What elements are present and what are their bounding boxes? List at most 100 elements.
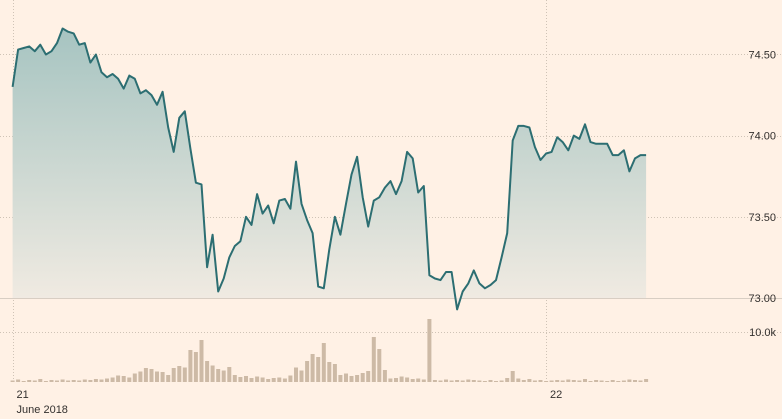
volume-bar (399, 376, 404, 382)
x-tick-label: 22 (550, 389, 562, 401)
volume-bar (238, 377, 243, 382)
volume-bar (499, 380, 504, 382)
volume-bar (294, 367, 298, 382)
x-tick-label: 21 (17, 389, 29, 401)
volume-bar (583, 379, 587, 382)
volume-bar (488, 380, 493, 382)
volume-bar (544, 381, 549, 382)
volume-bar (277, 377, 282, 382)
volume-bar (438, 380, 443, 382)
volume-bar (149, 369, 154, 382)
volume-bar (555, 380, 560, 382)
volume-bar (188, 350, 193, 382)
volume-bar (432, 380, 437, 382)
volume-bar (427, 319, 432, 382)
volume-bar (160, 372, 165, 382)
volume-bar (560, 380, 565, 382)
volume-bar (571, 380, 576, 382)
volume-bar (49, 380, 54, 382)
volume-bar (416, 378, 421, 382)
volume-bar (260, 377, 265, 382)
volume-bar (193, 352, 198, 382)
volume-bar (310, 354, 315, 382)
volume-bar (610, 380, 615, 382)
volume-bar (227, 367, 232, 382)
volume-bar (244, 376, 248, 382)
volume-bar (199, 340, 204, 382)
volume-bar (110, 377, 115, 382)
volume-bar (27, 380, 32, 382)
volume-bar (93, 379, 98, 382)
volume-bar (205, 361, 210, 382)
volume-bar (271, 378, 276, 382)
volume-bar (577, 380, 582, 382)
volume-bar (388, 378, 393, 382)
volume-bar (60, 379, 65, 382)
volume-bar (394, 378, 398, 382)
volume-bar (594, 380, 599, 382)
volume-bar (477, 380, 482, 382)
volume-bar (216, 369, 221, 382)
volume-bar (155, 371, 159, 382)
volume-bar (16, 379, 21, 382)
volume-bar (138, 371, 143, 382)
volume-bar (121, 376, 126, 382)
volume-bar (249, 378, 254, 382)
volume-bar (21, 381, 26, 382)
volume-bar (266, 379, 271, 382)
price-tick-label: 73.50 (748, 212, 776, 224)
volume-bar (344, 373, 348, 382)
volume-bar (382, 370, 387, 382)
price-tick-label: 73.00 (748, 293, 776, 305)
volume-bar (143, 368, 148, 382)
volume-bar (316, 357, 321, 382)
volume-bar (366, 371, 371, 382)
volume-bar (521, 380, 526, 382)
volume-bar (616, 381, 621, 382)
volume-bar (410, 379, 415, 382)
volume-bar (371, 337, 376, 382)
volume-bar (627, 379, 632, 382)
volume-bar (638, 380, 643, 382)
y-axis-labels: 74.50 74.00 73.50 73.00 10.0k (748, 49, 776, 339)
volume-bar (305, 361, 310, 382)
price-tick-label: 74.00 (748, 131, 776, 143)
volume-bar (466, 379, 471, 382)
volume-bar (127, 377, 132, 382)
volume-bar (510, 371, 515, 382)
volume-bar (10, 380, 15, 382)
volume-bar (327, 362, 332, 382)
price-area-fill (12, 28, 647, 310)
volume-bar (421, 379, 426, 382)
volume-bar (566, 379, 571, 382)
volume-bar (338, 375, 343, 382)
volume-bar (527, 379, 532, 382)
volume-bar (55, 380, 59, 382)
volume-bar (516, 378, 521, 382)
volume-bar (460, 380, 465, 382)
volume-bar (644, 379, 649, 382)
volume-bar (377, 349, 382, 382)
volume-bar (105, 378, 109, 382)
volume-bar (355, 375, 360, 382)
volume-bar (444, 379, 448, 382)
volume-bar (71, 380, 76, 382)
volume-bar (299, 370, 304, 382)
volume-bar (360, 373, 365, 382)
volume-bar (182, 367, 187, 382)
volume-bar (132, 373, 137, 382)
volume-bar (549, 380, 554, 382)
volume-bar (43, 381, 48, 382)
price-tick-label: 74.50 (748, 49, 776, 61)
volume-bar (177, 366, 182, 382)
volume-bar (221, 370, 226, 382)
volume-bar (505, 378, 510, 382)
grid-lines (0, 0, 782, 382)
volume-bar (455, 380, 460, 382)
volume-bar (332, 364, 337, 382)
volume-bar (482, 381, 487, 382)
volume-bar (116, 375, 121, 382)
volume-bar (38, 379, 43, 382)
volume-bar (282, 378, 287, 382)
